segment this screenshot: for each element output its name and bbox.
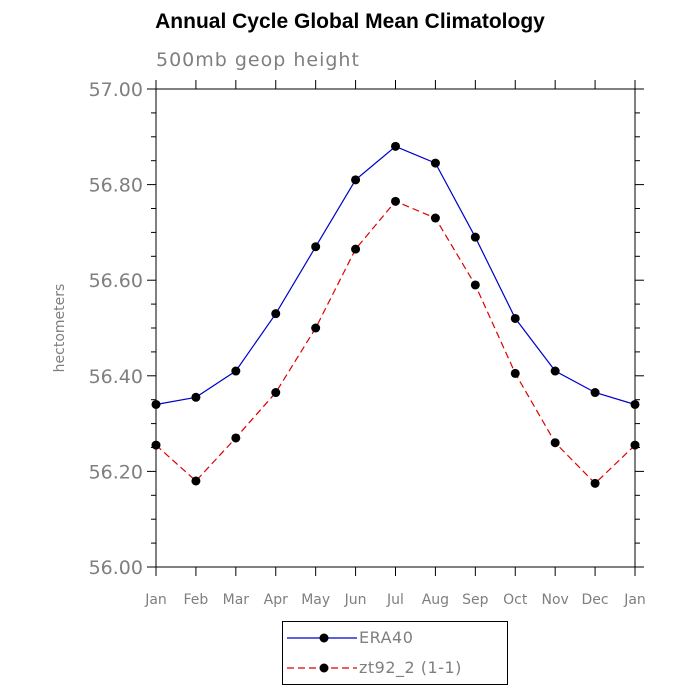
data-point-series-1 [151,440,161,450]
data-point-series-1 [590,478,600,488]
x-tick-label: Jan [144,592,167,608]
data-point-series-0 [391,141,400,151]
y-tick-label: 57.00 [89,79,143,101]
data-point-series-1 [231,433,241,443]
data-point-series-0 [351,175,361,185]
y-tick-label: 56.80 [89,175,143,197]
x-tick-label: Nov [542,592,569,608]
data-point-series-1 [470,280,480,290]
data-point-series-0 [191,392,201,402]
x-tick-label: Oct [503,592,528,608]
legend-swatch-era40 [287,633,357,643]
series-line-0 [155,145,636,406]
chart-title: Annual Cycle Global Mean Climatology [155,10,545,33]
data-point-series-1 [311,323,321,333]
data-point-series-1 [271,388,281,398]
axes-layer: 56.00 56.20 56.40 56.60 56.80 57.00 Jan Feb Mar A… [89,79,646,608]
data-point-series-0 [550,366,560,376]
data-point-series-1 [351,244,361,254]
data-point-series-0 [271,309,281,319]
x-tick-label: Dec [582,592,609,608]
legend: ERA40 zt92_2 (1-1) [282,621,508,685]
data-point-series-0 [470,232,480,242]
x-tick-label: Jun [344,592,367,608]
legend-label-zt92: zt92_2 (1-1) [359,658,462,677]
series-line-1 [155,200,636,485]
x-tick-label: Mar [223,592,250,608]
data-point-series-1 [391,196,400,206]
data-point-series-1 [191,476,201,486]
x-tick-label: Sep [462,592,489,608]
y-tick-label: 56.60 [89,270,143,292]
x-tick-label: May [301,592,330,608]
data-point-series-0 [231,366,241,376]
data-point-series-1 [430,213,440,223]
plot-frame [155,88,636,568]
x-tick-label: Jan [623,592,646,608]
series-layer [151,141,640,488]
x-tick-label: Feb [184,592,209,608]
data-point-series-0 [430,158,440,168]
x-tick-label: Apr [264,592,288,608]
data-point-series-0 [590,388,600,398]
y-tick-label: 56.20 [89,461,143,483]
legend-item-era40: ERA40 [283,624,507,652]
y-tick-label: 56.00 [89,557,143,579]
data-point-series-1 [550,438,560,448]
data-point-series-1 [630,440,640,450]
line-chart: 56.00 56.20 56.40 56.60 56.80 57.00 Jan Feb Mar A… [52,79,646,608]
data-point-series-0 [510,313,520,323]
data-point-series-0 [151,399,161,409]
legend-label-era40: ERA40 [359,628,414,647]
legend-swatch-zt92 [287,663,357,673]
y-tick-label: 56.40 [89,366,143,388]
legend-item-zt92: zt92_2 (1-1) [283,654,507,682]
x-tick-label: Jul [386,592,404,608]
chart-subtitle: 500mb geop height [156,49,360,71]
data-point-series-1 [510,368,520,378]
y-axis-label: hectometers [52,284,68,373]
x-tick-label: Aug [422,592,449,608]
data-point-series-0 [630,399,640,409]
data-point-series-0 [311,242,321,252]
